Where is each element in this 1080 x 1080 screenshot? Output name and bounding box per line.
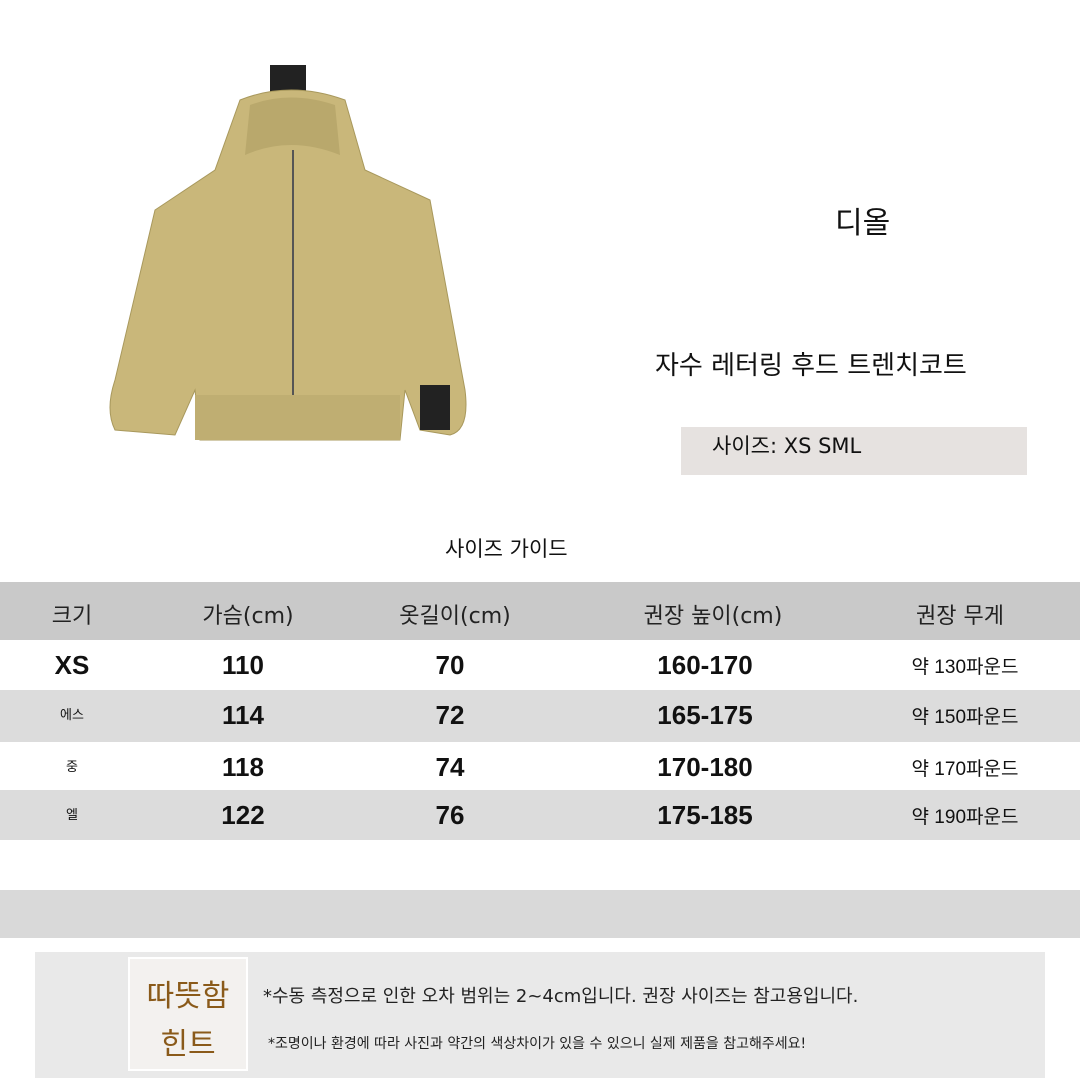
cell-length: 70 — [435, 650, 465, 680]
product-image-hooded-jacket — [109, 65, 467, 441]
cell-height: 165-175 — [657, 700, 753, 730]
product-name: 자수 레터링 후드 트렌치코트 — [655, 351, 967, 381]
cell-weight: 약 170파운드 — [911, 759, 1019, 780]
available-sizes: 사이즈: XS SML — [712, 434, 862, 458]
cell-length: 76 — [435, 800, 465, 830]
cell-length: 72 — [435, 700, 465, 730]
header-chest: 가슴(cm) — [202, 604, 294, 629]
tip-badge: 따뜻함 힌트 — [128, 957, 248, 1071]
cell-height: 170-180 — [657, 752, 753, 782]
tip-badge-line2: 힌트 — [160, 1027, 216, 1062]
size-guide-title: 사이즈 가이드 — [445, 537, 568, 561]
cell-size: 엘 — [66, 807, 78, 822]
divider-band — [0, 890, 1080, 938]
tip-note-measurement: *수동 측정으로 인한 오차 범위는 2~4cm입니다. 권장 사이즈는 참고용… — [263, 986, 859, 1007]
table-row: 에스 114 72 165-175 약 150파운드 — [0, 690, 1080, 742]
sizes-box — [681, 427, 1027, 475]
cell-size: 에스 — [60, 707, 84, 722]
cell-chest: 122 — [221, 800, 265, 830]
table-row: 중 118 74 170-180 약 170파운드 — [0, 742, 1080, 790]
table-row: XS 110 70 160-170 약 130파운드 — [0, 640, 1080, 690]
cell-chest: 110 — [222, 650, 264, 680]
header-weight: 권장 무게 — [916, 604, 1004, 629]
cell-weight: 약 150파운드 — [911, 707, 1019, 728]
cell-height: 175-185 — [657, 800, 753, 830]
tip-badge-line1: 따뜻함 — [146, 979, 230, 1014]
cell-chest: 118 — [222, 752, 264, 782]
brand-name: 디올 — [835, 206, 891, 241]
cell-weight: 약 190파운드 — [911, 807, 1019, 828]
header-size: 크기 — [51, 604, 93, 629]
cell-weight: 약 130파운드 — [911, 657, 1019, 678]
cell-size: XS — [54, 650, 90, 680]
tip-note-color: *조명이나 환경에 따라 사진과 약간의 색상차이가 있을 수 있으니 실제 제… — [268, 1036, 807, 1052]
header-height: 권장 높이(cm) — [643, 604, 783, 629]
size-table-header: 크기 가슴(cm) 옷길이(cm) 권장 높이(cm) 권장 무게 — [0, 582, 1080, 640]
cell-chest: 114 — [222, 700, 264, 730]
cell-length: 74 — [435, 752, 465, 782]
table-row: 엘 122 76 175-185 약 190파운드 — [0, 790, 1080, 840]
header-length: 옷길이(cm) — [399, 604, 511, 629]
cell-height: 160-170 — [657, 650, 753, 680]
cell-size: 중 — [66, 759, 78, 774]
